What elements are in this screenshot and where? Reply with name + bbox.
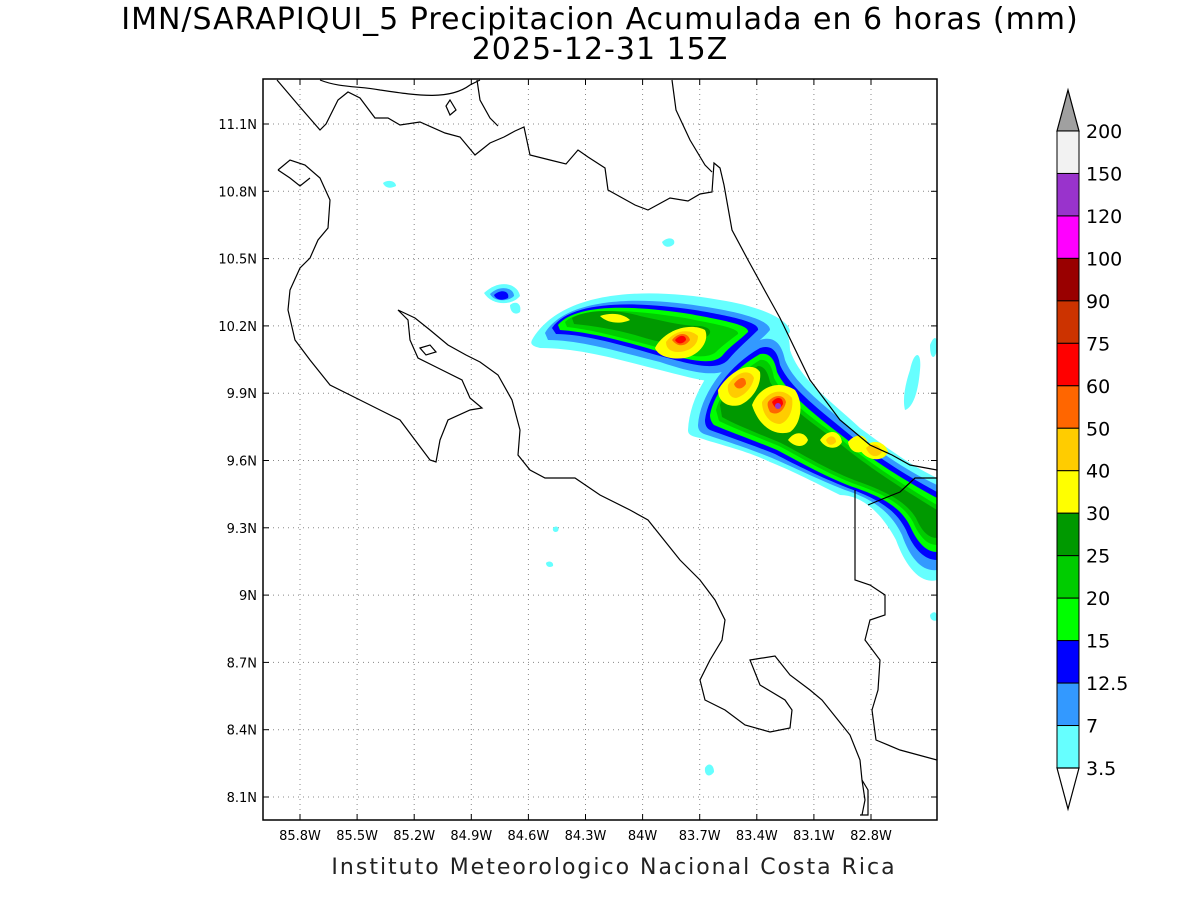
- lon-tick-label: 85.2W: [393, 829, 435, 844]
- precipitation-band-150: [775, 403, 781, 409]
- colorbar-box: [1056, 512, 1080, 557]
- colorbar-label: 100: [1086, 248, 1122, 270]
- lon-tick-label: 84.9W: [450, 829, 492, 844]
- lat-tick-label: 10.2N: [218, 320, 257, 335]
- longitude-tick-labels: 85.8W 85.5W 85.2W 84.9W 84.6W 84.3W 84W 83.7W 83…: [279, 829, 892, 844]
- latitude-tick-labels: 11.1N 10.8N 10.5N 10.2N 9.9N 9.6N 9.3N 9N 8.7N 8.…: [218, 118, 257, 806]
- colorbar-legend: 200 150 120 100 90 75 60 50 40 30 25 20 15 12.5 7 3.5: [1056, 87, 1128, 812]
- lon-tick-label: 83.7W: [679, 829, 721, 844]
- map-subtitle-date: 2025-12-31 15Z: [471, 32, 729, 67]
- colorbar-box: [1056, 555, 1080, 599]
- lon-tick-label: 82.8W: [850, 829, 892, 844]
- colorbar-label: 30: [1086, 503, 1110, 525]
- colorbar-box: [1056, 597, 1080, 642]
- lon-tick-label: 83.1W: [793, 829, 835, 844]
- colorbar-label: 40: [1086, 461, 1110, 483]
- lat-tick-label: 9.6N: [227, 455, 257, 470]
- map-frame: [262, 78, 938, 821]
- lat-tick-label: 9.3N: [227, 522, 257, 537]
- coastlines-and-borders: [276, 79, 937, 816]
- footer-credit: Instituto Meteorologico Nacional Costa R…: [331, 855, 897, 880]
- colorbar-label: 7: [1086, 716, 1098, 738]
- lat-tick-label: 8.7N: [227, 656, 257, 671]
- colorbar-box: [1056, 682, 1080, 727]
- colorbar-label: 200: [1086, 121, 1122, 143]
- lat-tick-label: 10.5N: [218, 253, 257, 268]
- colorbar-box: [1056, 725, 1080, 769]
- colorbar-label: 90: [1086, 291, 1110, 313]
- colorbar-label: 50: [1086, 418, 1110, 440]
- colorbar-labels: 200 150 120 100 90 75 60 50 40 30 25 20 15 12.5 7 3.5: [1086, 121, 1128, 780]
- colorbar-box: [1056, 257, 1080, 302]
- colorbar-label: 25: [1086, 546, 1110, 568]
- colorbar-box: [1056, 470, 1080, 514]
- colorbar-label: 120: [1086, 206, 1122, 228]
- colorbar-box: [1056, 172, 1080, 217]
- colorbar-box: [1056, 300, 1080, 344]
- lat-tick-label: 9N: [239, 589, 257, 604]
- colorbar-box: [1056, 385, 1080, 429]
- lon-tick-label: 84.3W: [565, 829, 607, 844]
- lat-tick-label: 8.4N: [227, 724, 257, 739]
- map-title: IMN/SARAPIQUI_5 Precipitacion Acumulada …: [121, 2, 1079, 37]
- colorbar-box: [1056, 427, 1080, 472]
- colorbar-box: [1056, 640, 1080, 684]
- colorbar-box: [1056, 215, 1080, 259]
- lat-tick-label: 10.8N: [218, 185, 257, 200]
- colorbar-label: 75: [1086, 333, 1110, 355]
- lon-tick-label: 85.8W: [279, 829, 321, 844]
- lat-tick-label: 11.1N: [218, 118, 257, 133]
- colorbar-label: 3.5: [1086, 758, 1116, 780]
- colorbar-label: 150: [1086, 163, 1122, 185]
- colorbar-under-arrow: [1056, 767, 1080, 812]
- lon-tick-label: 84.6W: [507, 829, 549, 844]
- colorbar-box: [1056, 130, 1080, 174]
- lat-tick-label: 8.1N: [227, 791, 257, 806]
- colorbar-label: 60: [1086, 376, 1110, 398]
- colorbar-label: 12.5: [1086, 673, 1128, 695]
- lat-tick-label: 9.9N: [227, 387, 257, 402]
- colorbar-color-boxes: [1056, 130, 1080, 769]
- colorbar-box: [1056, 342, 1080, 387]
- colorbar-label: 15: [1086, 631, 1110, 653]
- colorbar-over-arrow: [1056, 87, 1080, 132]
- lon-tick-label: 85.5W: [336, 829, 378, 844]
- lon-tick-label: 83.4W: [736, 829, 778, 844]
- lon-tick-label: 84W: [628, 829, 658, 844]
- colorbar-label: 20: [1086, 588, 1110, 610]
